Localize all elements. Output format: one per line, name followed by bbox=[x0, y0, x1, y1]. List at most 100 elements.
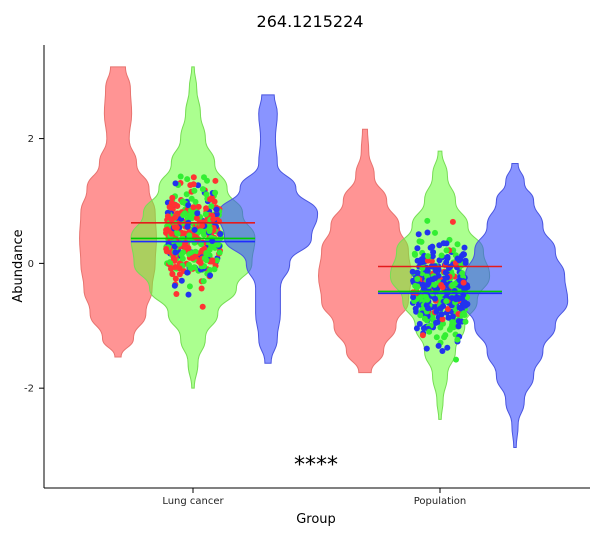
data-point bbox=[209, 242, 216, 249]
data-point bbox=[173, 291, 180, 297]
x-tick-label: Lung cancer bbox=[162, 496, 224, 507]
data-point bbox=[439, 348, 446, 354]
data-point bbox=[429, 253, 436, 260]
data-point bbox=[187, 182, 194, 189]
data-point bbox=[198, 285, 205, 292]
data-point bbox=[184, 269, 191, 276]
data-point bbox=[173, 224, 180, 231]
data-point bbox=[426, 328, 433, 335]
data-point bbox=[456, 304, 463, 311]
data-point bbox=[429, 313, 436, 320]
data-point bbox=[433, 319, 439, 326]
data-point bbox=[449, 318, 456, 325]
data-point bbox=[453, 356, 459, 363]
x-tick-label: Population bbox=[414, 496, 467, 507]
data-point bbox=[444, 306, 451, 312]
data-point bbox=[446, 326, 453, 333]
data-point bbox=[413, 325, 420, 332]
data-point bbox=[416, 238, 423, 245]
data-point bbox=[166, 204, 173, 210]
data-point bbox=[216, 249, 223, 256]
y-tick-label: -2 bbox=[24, 384, 34, 395]
data-point bbox=[440, 303, 447, 310]
data-point bbox=[424, 267, 431, 274]
data-point bbox=[192, 198, 199, 205]
data-point bbox=[462, 260, 469, 267]
chart-title: 264.1215224 bbox=[257, 12, 364, 31]
data-point bbox=[169, 271, 176, 278]
violin-blue-lung-cancer bbox=[217, 94, 319, 364]
y-axis-title: Abundance bbox=[11, 229, 26, 302]
data-point bbox=[432, 295, 438, 302]
data-point bbox=[206, 228, 213, 235]
data-point bbox=[167, 259, 173, 266]
plot-area bbox=[79, 66, 569, 448]
data-point bbox=[204, 177, 210, 184]
data-point bbox=[178, 277, 185, 284]
data-point bbox=[186, 283, 193, 290]
data-point bbox=[202, 211, 209, 218]
data-point bbox=[432, 229, 438, 236]
data-point bbox=[171, 282, 178, 289]
data-point bbox=[184, 223, 191, 230]
data-point bbox=[417, 312, 424, 319]
data-point bbox=[191, 187, 198, 194]
data-point bbox=[215, 241, 221, 248]
data-point bbox=[435, 342, 442, 349]
data-point bbox=[462, 318, 469, 325]
data-point bbox=[199, 186, 206, 193]
data-point bbox=[455, 318, 462, 325]
data-point bbox=[183, 191, 190, 198]
data-point bbox=[207, 196, 213, 203]
violin-blue-population bbox=[461, 163, 569, 448]
data-point bbox=[410, 294, 417, 301]
data-point bbox=[424, 296, 431, 303]
data-point bbox=[177, 173, 184, 180]
data-point bbox=[172, 249, 179, 256]
data-point bbox=[419, 281, 426, 288]
data-point bbox=[209, 257, 216, 264]
data-point bbox=[423, 345, 430, 352]
data-point bbox=[180, 212, 187, 219]
data-point bbox=[217, 231, 224, 237]
data-point bbox=[454, 336, 461, 343]
data-point bbox=[179, 255, 186, 262]
data-point bbox=[186, 232, 193, 239]
data-point bbox=[437, 324, 444, 331]
data-point bbox=[213, 211, 220, 218]
data-point bbox=[444, 254, 451, 260]
data-point bbox=[461, 312, 468, 318]
data-point bbox=[186, 261, 192, 268]
data-point bbox=[415, 231, 422, 238]
data-point bbox=[203, 191, 210, 198]
data-point bbox=[443, 298, 450, 305]
data-point bbox=[433, 334, 440, 341]
data-point bbox=[455, 323, 462, 330]
data-point bbox=[439, 316, 446, 323]
data-point bbox=[184, 176, 191, 183]
data-point bbox=[191, 226, 198, 233]
data-point bbox=[199, 303, 206, 310]
data-point bbox=[197, 260, 204, 266]
data-point bbox=[185, 291, 192, 298]
data-point bbox=[195, 203, 202, 210]
data-point bbox=[419, 332, 426, 339]
data-point bbox=[193, 215, 200, 222]
data-point bbox=[208, 203, 215, 210]
data-point bbox=[190, 174, 197, 181]
data-point bbox=[431, 281, 438, 288]
data-point bbox=[454, 241, 461, 248]
data-point bbox=[433, 308, 440, 315]
data-point bbox=[176, 265, 183, 272]
data-point bbox=[199, 222, 205, 229]
data-point bbox=[409, 289, 416, 296]
significance-label: **** bbox=[294, 453, 338, 478]
data-point bbox=[211, 266, 218, 273]
data-point bbox=[212, 189, 219, 196]
data-point bbox=[444, 344, 451, 351]
data-point bbox=[164, 213, 171, 220]
data-point bbox=[414, 245, 421, 252]
data-point bbox=[210, 216, 217, 223]
data-point bbox=[163, 246, 170, 252]
data-point bbox=[189, 255, 196, 262]
